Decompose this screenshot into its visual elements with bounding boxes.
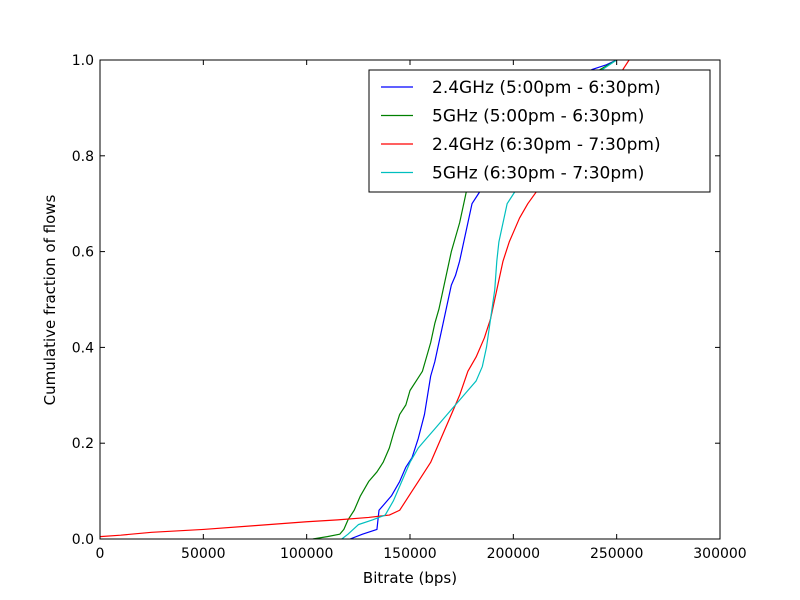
y-tick-label: 0.8 [72, 149, 94, 165]
x-tick-label: 250000 [590, 546, 643, 562]
legend-label: 2.4GHz (6:30pm - 7:30pm) [432, 135, 661, 155]
legend-label: 5GHz (6:30pm - 7:30pm) [432, 164, 644, 184]
x-axis-label: Bitrate (bps) [363, 569, 457, 587]
x-tick-label: 50000 [181, 546, 226, 562]
x-tick-label: 300000 [693, 546, 746, 562]
y-tick-label: 0.4 [72, 340, 94, 356]
y-axis-label: Cumulative fraction of flows [41, 194, 59, 405]
legend-label: 2.4GHz (5:00pm - 6:30pm) [432, 78, 661, 98]
ticks-layer: 0 50000 100000 150000 200000 250000 300000 0.0 0… [72, 53, 747, 562]
y-tick-label: 0.6 [72, 245, 94, 261]
y-tick-label: 1.0 [72, 53, 94, 69]
y-tick-label: 0.2 [72, 436, 94, 452]
legend: 2.4GHz (5:00pm - 6:30pm) 5GHz (5:00pm - 6… [368, 69, 711, 193]
x-tick-label: 150000 [383, 546, 436, 562]
x-tick-label: 0 [96, 546, 105, 562]
x-tick-label: 100000 [280, 546, 333, 562]
legend-box [368, 69, 711, 193]
legend-label: 5GHz (5:00pm - 6:30pm) [432, 107, 644, 127]
x-tick-label: 200000 [487, 546, 540, 562]
y-tick-label: 0.0 [72, 532, 94, 548]
